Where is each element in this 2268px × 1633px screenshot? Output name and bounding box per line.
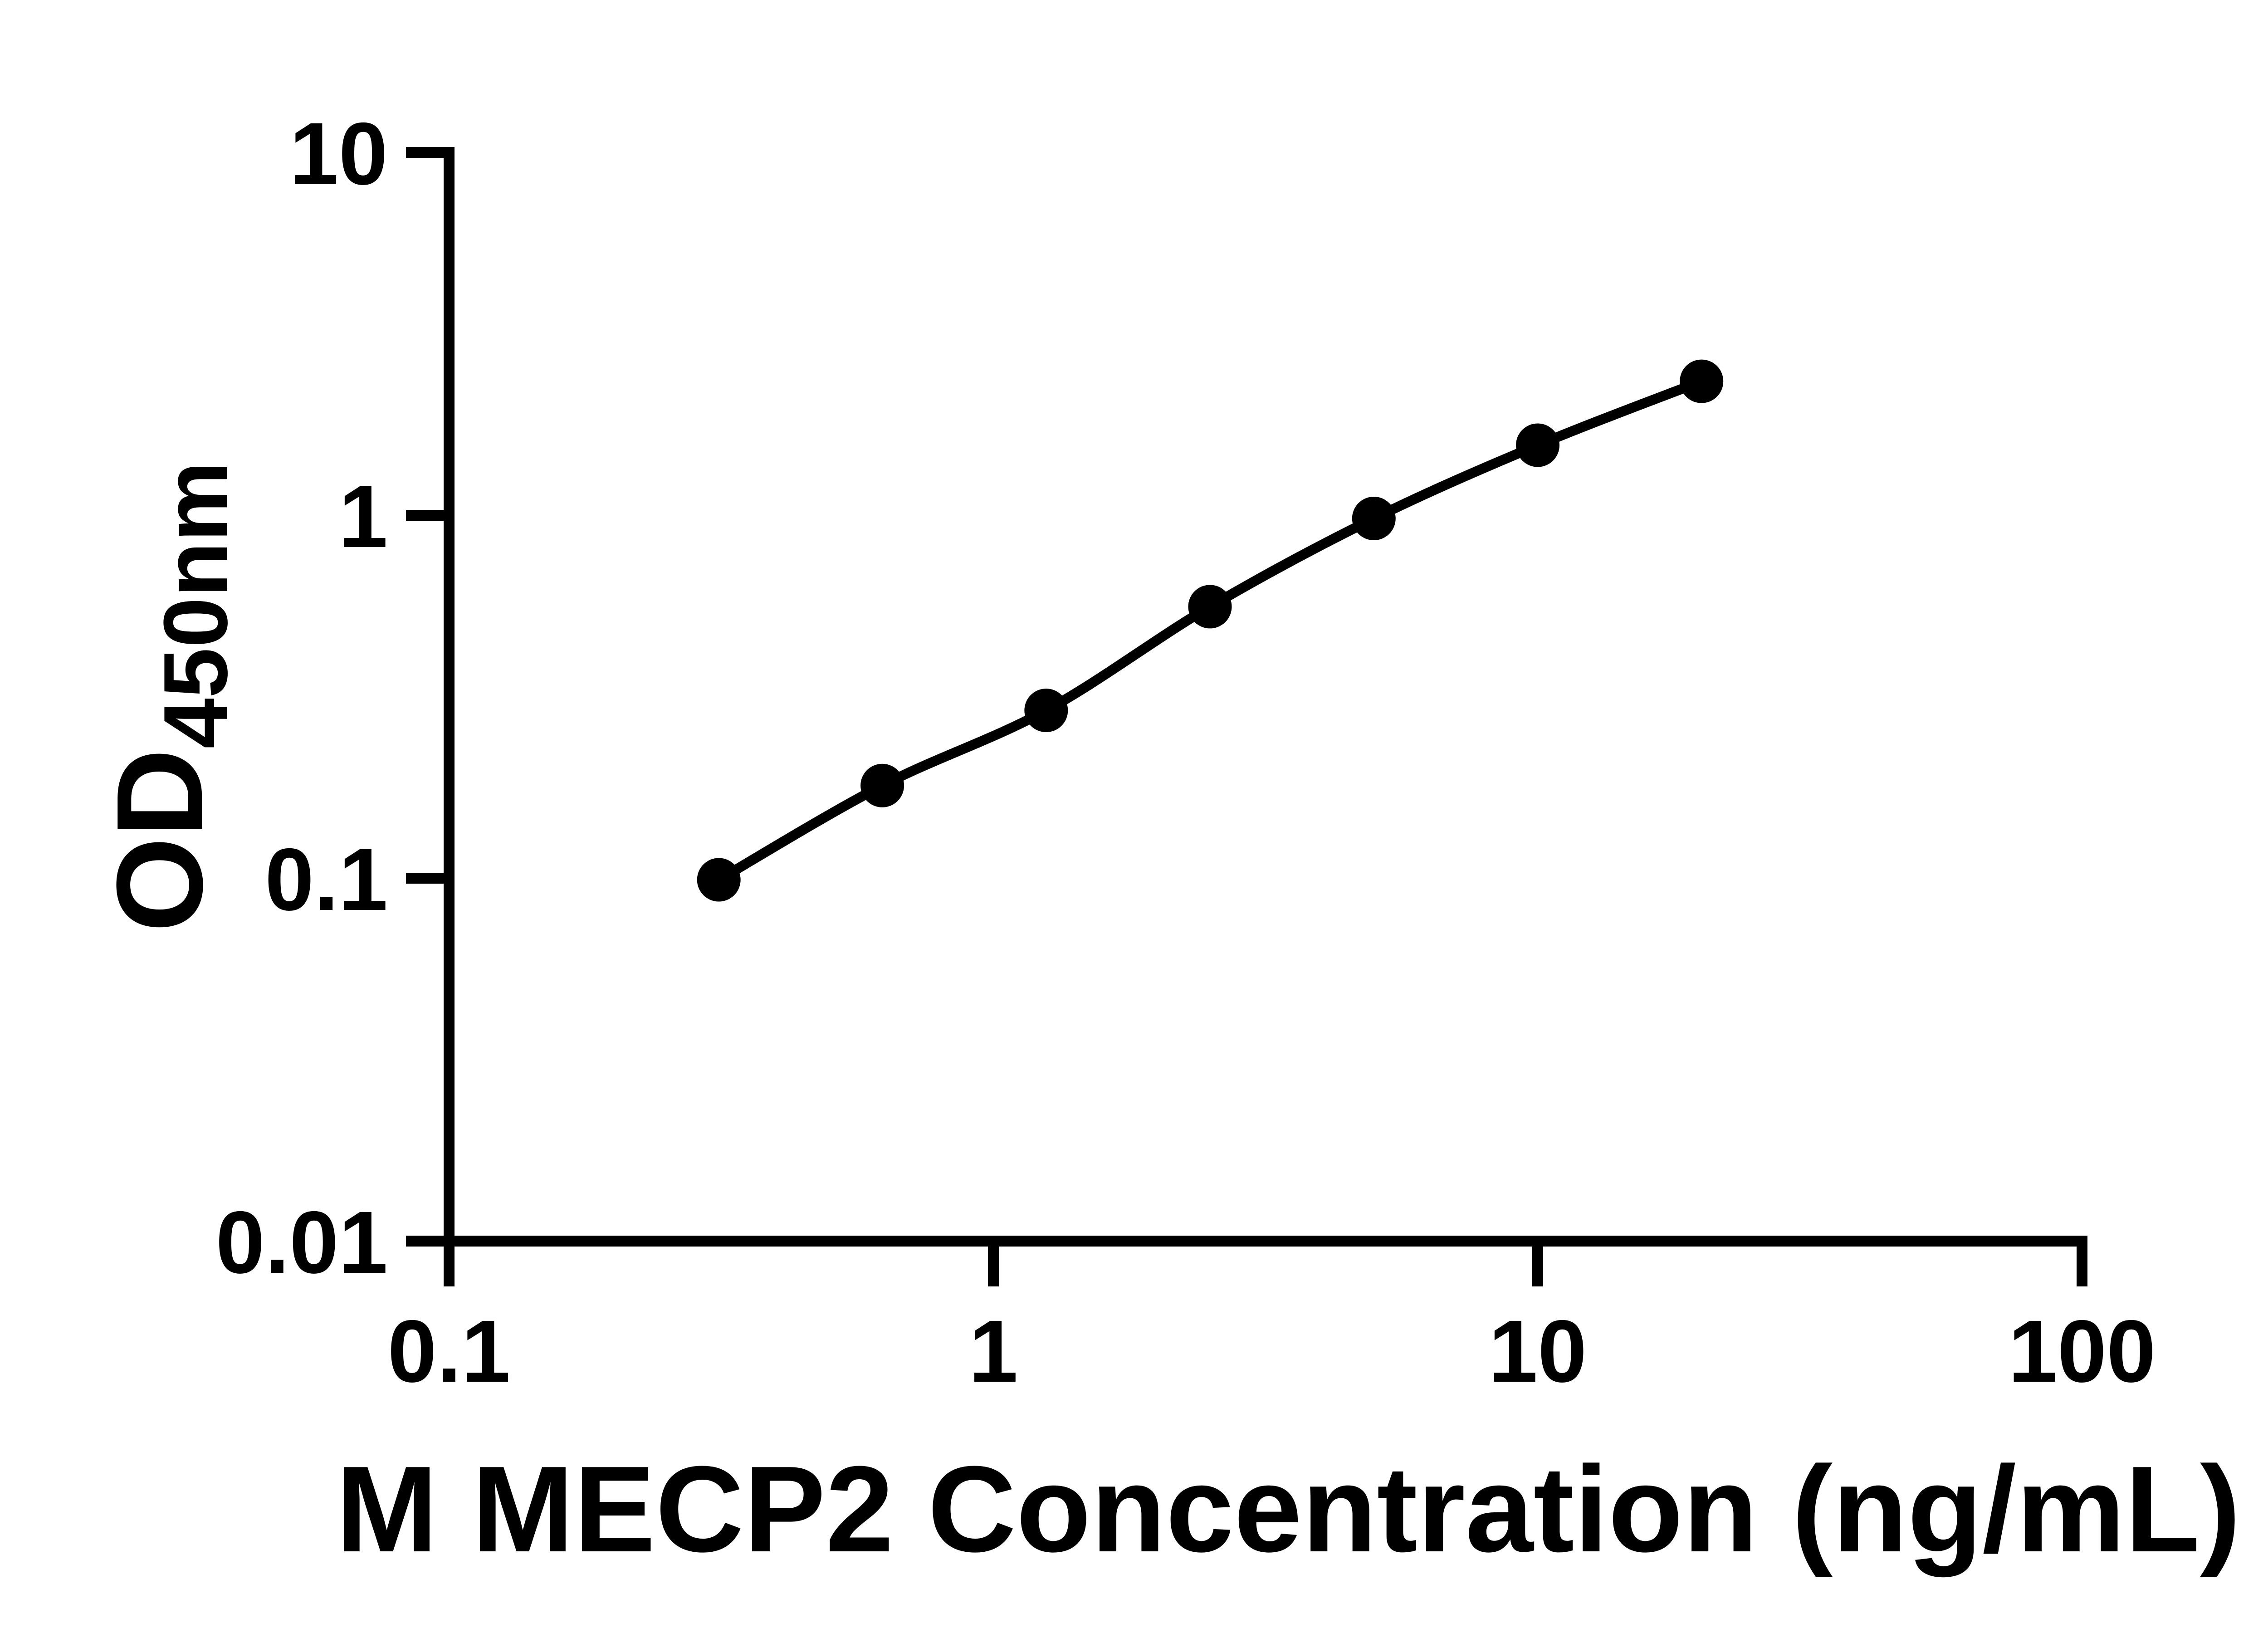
x-tick-label-1: 1 [969, 1302, 1018, 1401]
x-tick-label-10: 10 [1489, 1302, 1587, 1401]
axes: 0.01 0.1 1 10 0.1 1 10 100 [215, 104, 2156, 1401]
y-tick-label-0.1: 0.1 [265, 830, 388, 929]
data-point-5 [1352, 497, 1396, 540]
x-tick-label-0.1: 0.1 [387, 1302, 510, 1401]
y-axis-title: OD450nm [92, 461, 246, 933]
y-axis-title-main: OD [92, 748, 228, 932]
y-tick-label-0.01: 0.01 [215, 1193, 388, 1292]
y-axis-title-subscript: 450nm [145, 461, 246, 749]
y-tick-label-1: 1 [339, 467, 388, 566]
data-point-1.25 [1024, 689, 1068, 733]
data-point-0.313 [697, 858, 741, 902]
y-tick-label-10: 10 [289, 104, 388, 203]
data-point-2.5 [1188, 585, 1232, 629]
x-tick-label-100: 100 [2008, 1302, 2156, 1401]
data-point-20 [1680, 359, 1724, 403]
data-series [697, 359, 1724, 902]
data-point-0.625 [860, 763, 904, 807]
data-point-10 [1516, 423, 1559, 467]
x-axis-title: M MECP2 Concentration (ng/mL) [336, 1441, 2241, 1578]
